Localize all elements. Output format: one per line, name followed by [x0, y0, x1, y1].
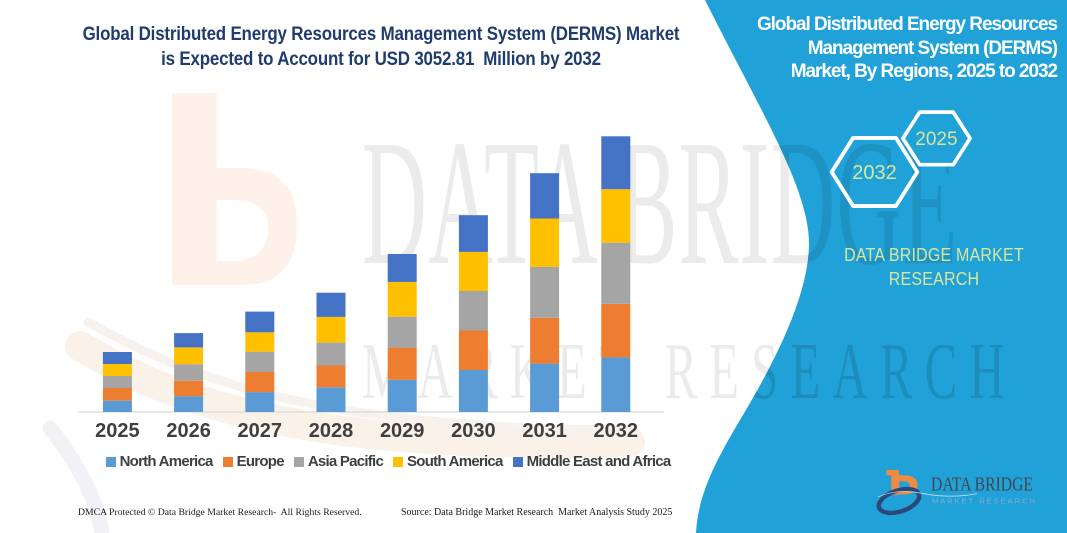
svg-text:DATA BRIDGE: DATA BRIDGE	[931, 474, 1033, 496]
svg-text:MARKET RESEARCH: MARKET RESEARCH	[932, 497, 1037, 506]
svg-text:2025: 2025	[915, 129, 957, 150]
svg-text:2032: 2032	[852, 162, 897, 184]
